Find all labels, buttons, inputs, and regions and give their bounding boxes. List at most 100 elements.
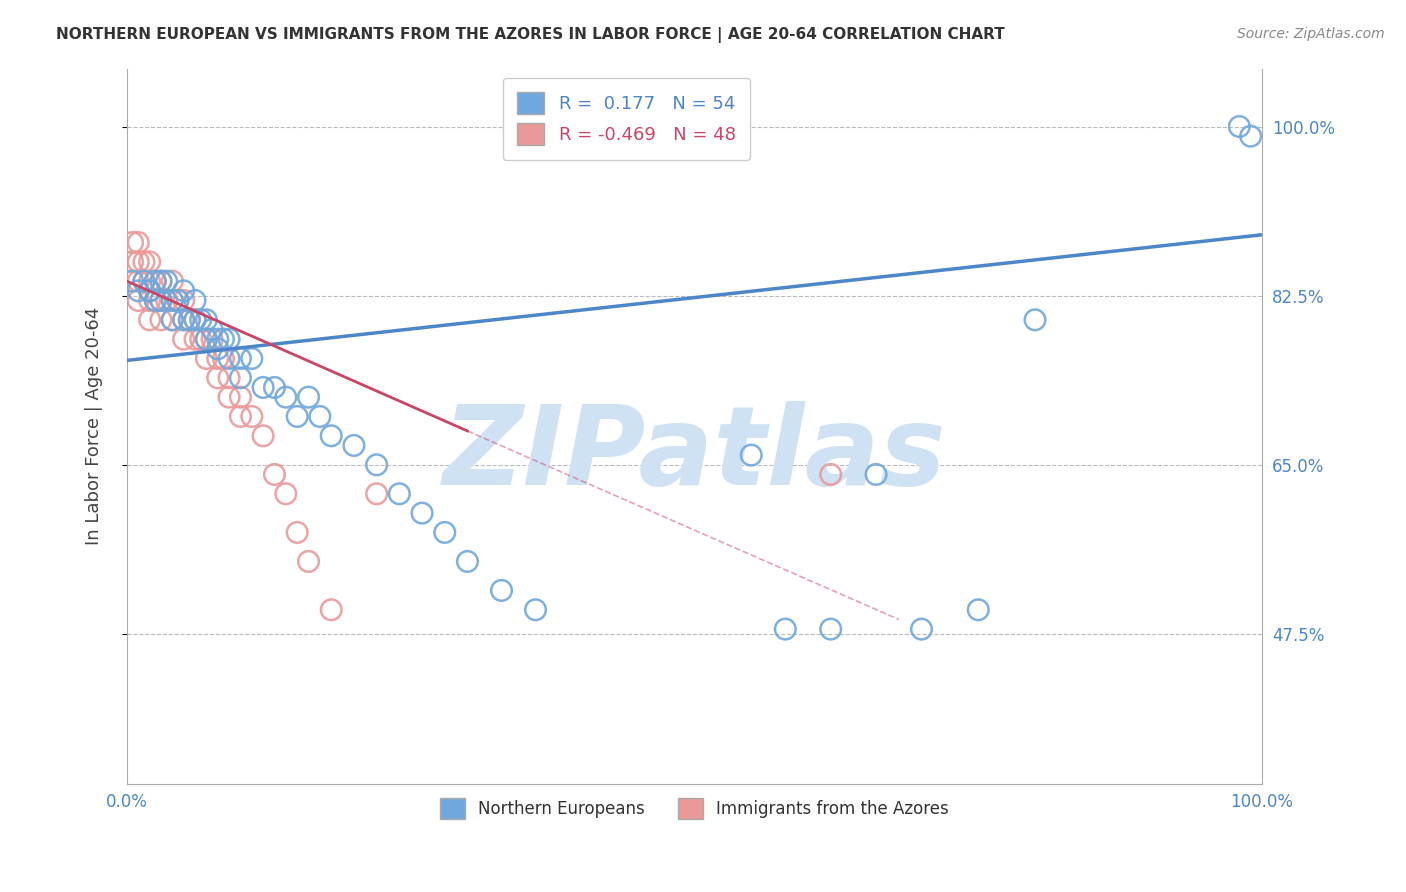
Point — [190, 313, 212, 327]
Point — [195, 332, 218, 346]
Point — [240, 409, 263, 424]
Point — [156, 293, 179, 308]
Point — [388, 487, 411, 501]
Point — [910, 622, 932, 636]
Point — [456, 554, 478, 568]
Point — [190, 332, 212, 346]
Point — [138, 255, 160, 269]
Point — [274, 390, 297, 404]
Point — [411, 506, 433, 520]
Point — [143, 274, 166, 288]
Point — [207, 332, 229, 346]
Point — [173, 313, 195, 327]
Point — [127, 255, 149, 269]
Point — [173, 284, 195, 298]
Point — [143, 293, 166, 308]
Point — [138, 313, 160, 327]
Point — [138, 293, 160, 308]
Point — [127, 274, 149, 288]
Point — [173, 293, 195, 308]
Point — [207, 342, 229, 356]
Point — [865, 467, 887, 482]
Point — [229, 390, 252, 404]
Point — [201, 332, 224, 346]
Text: Source: ZipAtlas.com: Source: ZipAtlas.com — [1237, 27, 1385, 41]
Point — [149, 274, 172, 288]
Point — [201, 322, 224, 336]
Point — [207, 351, 229, 366]
Point — [218, 351, 240, 366]
Point — [524, 603, 547, 617]
Point — [179, 313, 201, 327]
Point — [132, 255, 155, 269]
Point — [321, 429, 343, 443]
Point — [820, 467, 842, 482]
Y-axis label: In Labor Force | Age 20-64: In Labor Force | Age 20-64 — [86, 307, 103, 545]
Point — [263, 467, 285, 482]
Point — [138, 284, 160, 298]
Point — [433, 525, 456, 540]
Point — [285, 409, 308, 424]
Point — [207, 371, 229, 385]
Point — [121, 235, 143, 250]
Point — [138, 284, 160, 298]
Point — [252, 429, 274, 443]
Point — [195, 351, 218, 366]
Point — [162, 313, 184, 327]
Point — [740, 448, 762, 462]
Point — [297, 390, 319, 404]
Point — [127, 293, 149, 308]
Point — [132, 274, 155, 288]
Point — [167, 293, 190, 308]
Point — [229, 351, 252, 366]
Point — [149, 274, 172, 288]
Point — [195, 332, 218, 346]
Point — [167, 293, 190, 308]
Point — [184, 313, 207, 327]
Point — [218, 332, 240, 346]
Point — [274, 487, 297, 501]
Point — [138, 274, 160, 288]
Point — [229, 371, 252, 385]
Point — [218, 371, 240, 385]
Point — [149, 293, 172, 308]
Point — [149, 293, 172, 308]
Point — [775, 622, 797, 636]
Point — [491, 583, 513, 598]
Point — [162, 313, 184, 327]
Point — [229, 409, 252, 424]
Point — [162, 293, 184, 308]
Point — [173, 332, 195, 346]
Point — [366, 487, 388, 501]
Point — [212, 332, 235, 346]
Point — [162, 293, 184, 308]
Point — [212, 351, 235, 366]
Point — [179, 313, 201, 327]
Point — [240, 351, 263, 366]
Point — [184, 293, 207, 308]
Point — [1024, 313, 1046, 327]
Point — [143, 274, 166, 288]
Point — [149, 313, 172, 327]
Point — [285, 525, 308, 540]
Point — [1240, 129, 1263, 144]
Point — [132, 274, 155, 288]
Point — [195, 313, 218, 327]
Point — [218, 390, 240, 404]
Point — [184, 313, 207, 327]
Point — [343, 438, 366, 452]
Point — [173, 313, 195, 327]
Point — [143, 293, 166, 308]
Point — [297, 554, 319, 568]
Point — [184, 332, 207, 346]
Text: NORTHERN EUROPEAN VS IMMIGRANTS FROM THE AZORES IN LABOR FORCE | AGE 20-64 CORRE: NORTHERN EUROPEAN VS IMMIGRANTS FROM THE… — [56, 27, 1005, 43]
Point — [156, 274, 179, 288]
Legend: Northern Europeans, Immigrants from the Azores: Northern Europeans, Immigrants from the … — [433, 792, 956, 825]
Point — [252, 380, 274, 394]
Point — [1227, 120, 1250, 134]
Text: ZIPatlas: ZIPatlas — [443, 401, 946, 508]
Point — [127, 284, 149, 298]
Point — [121, 255, 143, 269]
Point — [127, 235, 149, 250]
Point — [321, 603, 343, 617]
